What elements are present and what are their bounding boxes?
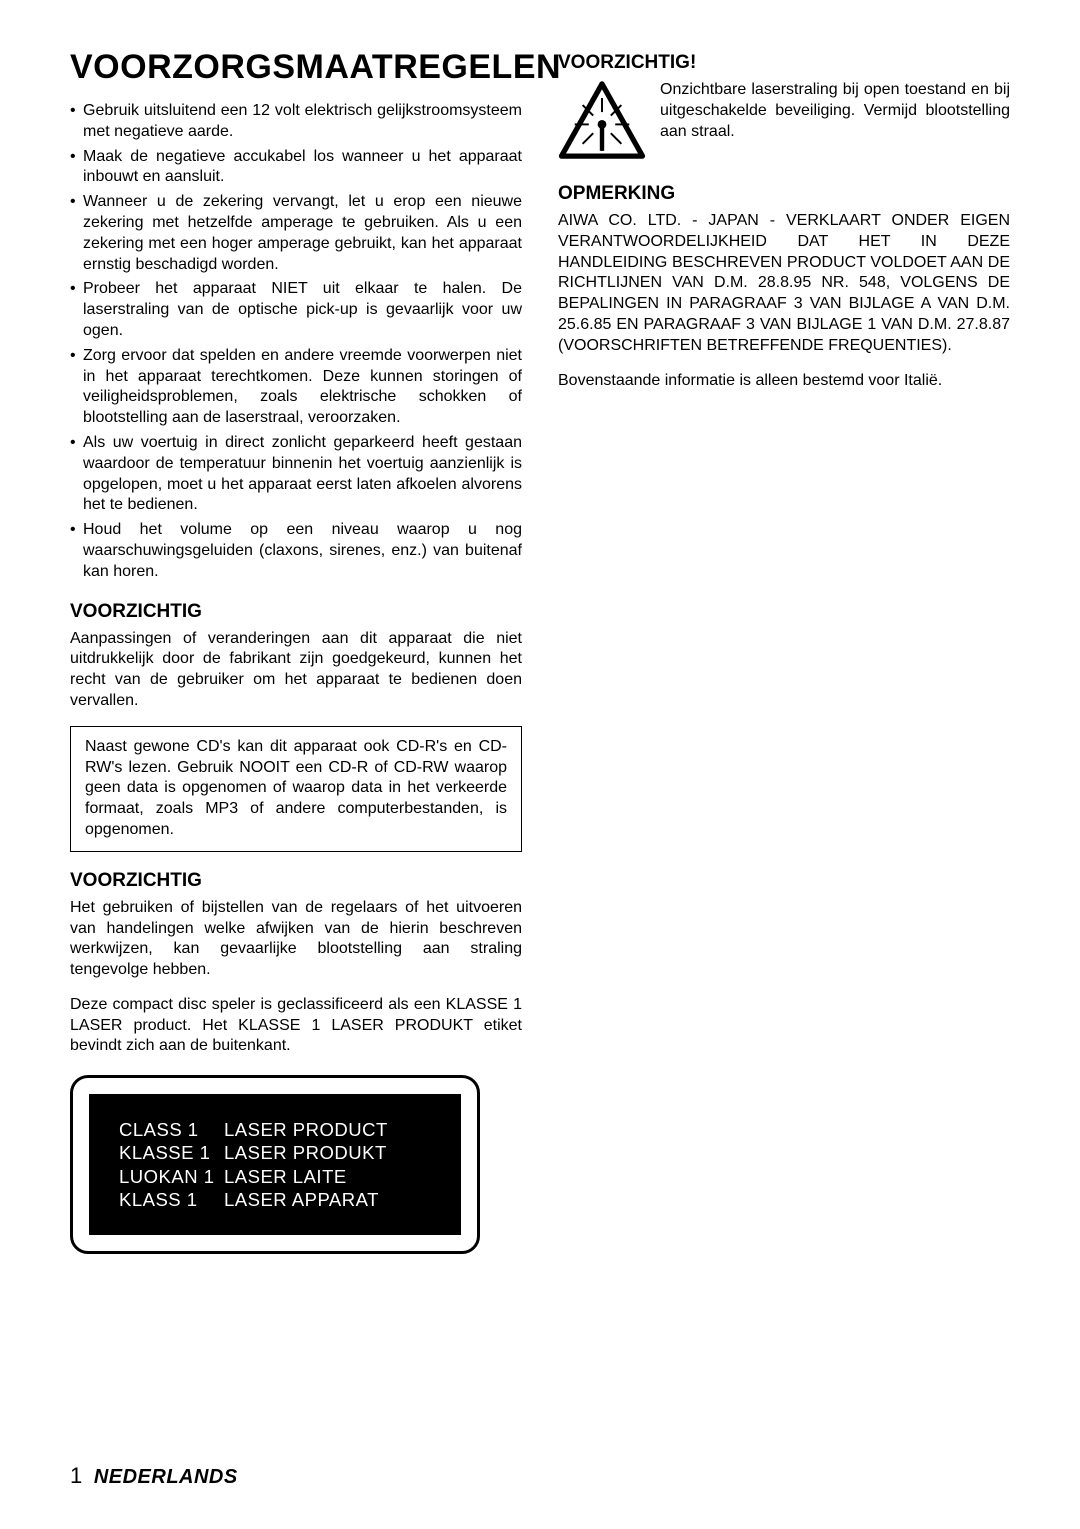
warning-text: Onzichtbare laserstraling bij open toest… (660, 80, 1010, 142)
list-item: Zorg ervoor dat spelden en andere vreemd… (70, 346, 522, 429)
language-label: NEDERLANDS (94, 1466, 238, 1488)
caution-heading: VOORZICHTIG (70, 870, 522, 892)
list-item: Wanneer u de zekering vervangt, let u er… (70, 192, 522, 275)
laser-col1: KLASS 1 (119, 1188, 224, 1211)
warning-block: Onzichtbare laserstraling bij open toest… (558, 80, 1010, 165)
list-item: Gebruik uitsluitend een 12 volt elektris… (70, 101, 522, 143)
note-footnote: Bovenstaande informatie is alleen bestem… (558, 371, 1010, 392)
list-item: Maak de negatieve accukabel los wanneer … (70, 147, 522, 189)
laser-class-label: CLASS 1LASER PRODUCT KLASSE 1LASER PRODU… (70, 1075, 480, 1254)
laser-col1: KLASSE 1 (119, 1141, 224, 1164)
caution-text: Het gebruiken of bijstellen van de regel… (70, 898, 522, 981)
page-footer: 1 NEDERLANDS (70, 1463, 238, 1489)
caution-text: Aanpassingen of veranderingen aan dit ap… (70, 629, 522, 712)
right-column: VOORZICHTIG! (558, 48, 1010, 1254)
laser-col2: LASER PRODUKT (224, 1141, 387, 1164)
cd-note-box: Naast gewone CD's kan dit apparaat ook C… (70, 726, 522, 852)
caution-heading: VOORZICHTIG (70, 601, 522, 623)
cd-note-text: Naast gewone CD's kan dit apparaat ook C… (85, 737, 507, 841)
list-item: Probeer het apparaat NIET uit elkaar te … (70, 279, 522, 341)
class1-text: Deze compact disc speler is geclassifice… (70, 995, 522, 1057)
laser-col2: LASER APPARAT (224, 1188, 379, 1211)
laser-label-inner: CLASS 1LASER PRODUCT KLASSE 1LASER PRODU… (89, 1094, 461, 1235)
page-number: 1 (70, 1463, 82, 1488)
page-title: VOORZORGSMAATREGELEN (70, 48, 522, 87)
laser-col2: LASER LAITE (224, 1165, 347, 1188)
laser-col1: CLASS 1 (119, 1118, 224, 1141)
precautions-list: Gebruik uitsluitend een 12 volt elektris… (70, 101, 522, 583)
laser-col2: LASER PRODUCT (224, 1118, 388, 1141)
list-item: Als uw voertuig in direct zonlicht gepar… (70, 433, 522, 516)
note-text: AIWA CO. LTD. - JAPAN - VERKLAART ONDER … (558, 211, 1010, 357)
laser-warning-icon (558, 80, 646, 165)
left-column: VOORZORGSMAATREGELEN Gebruik uitsluitend… (70, 48, 522, 1254)
laser-col1: LUOKAN 1 (119, 1165, 224, 1188)
warning-heading: VOORZICHTIG! (558, 52, 1010, 74)
list-item: Houd het volume op een niveau waarop u n… (70, 520, 522, 582)
note-heading: OPMERKING (558, 183, 1010, 205)
